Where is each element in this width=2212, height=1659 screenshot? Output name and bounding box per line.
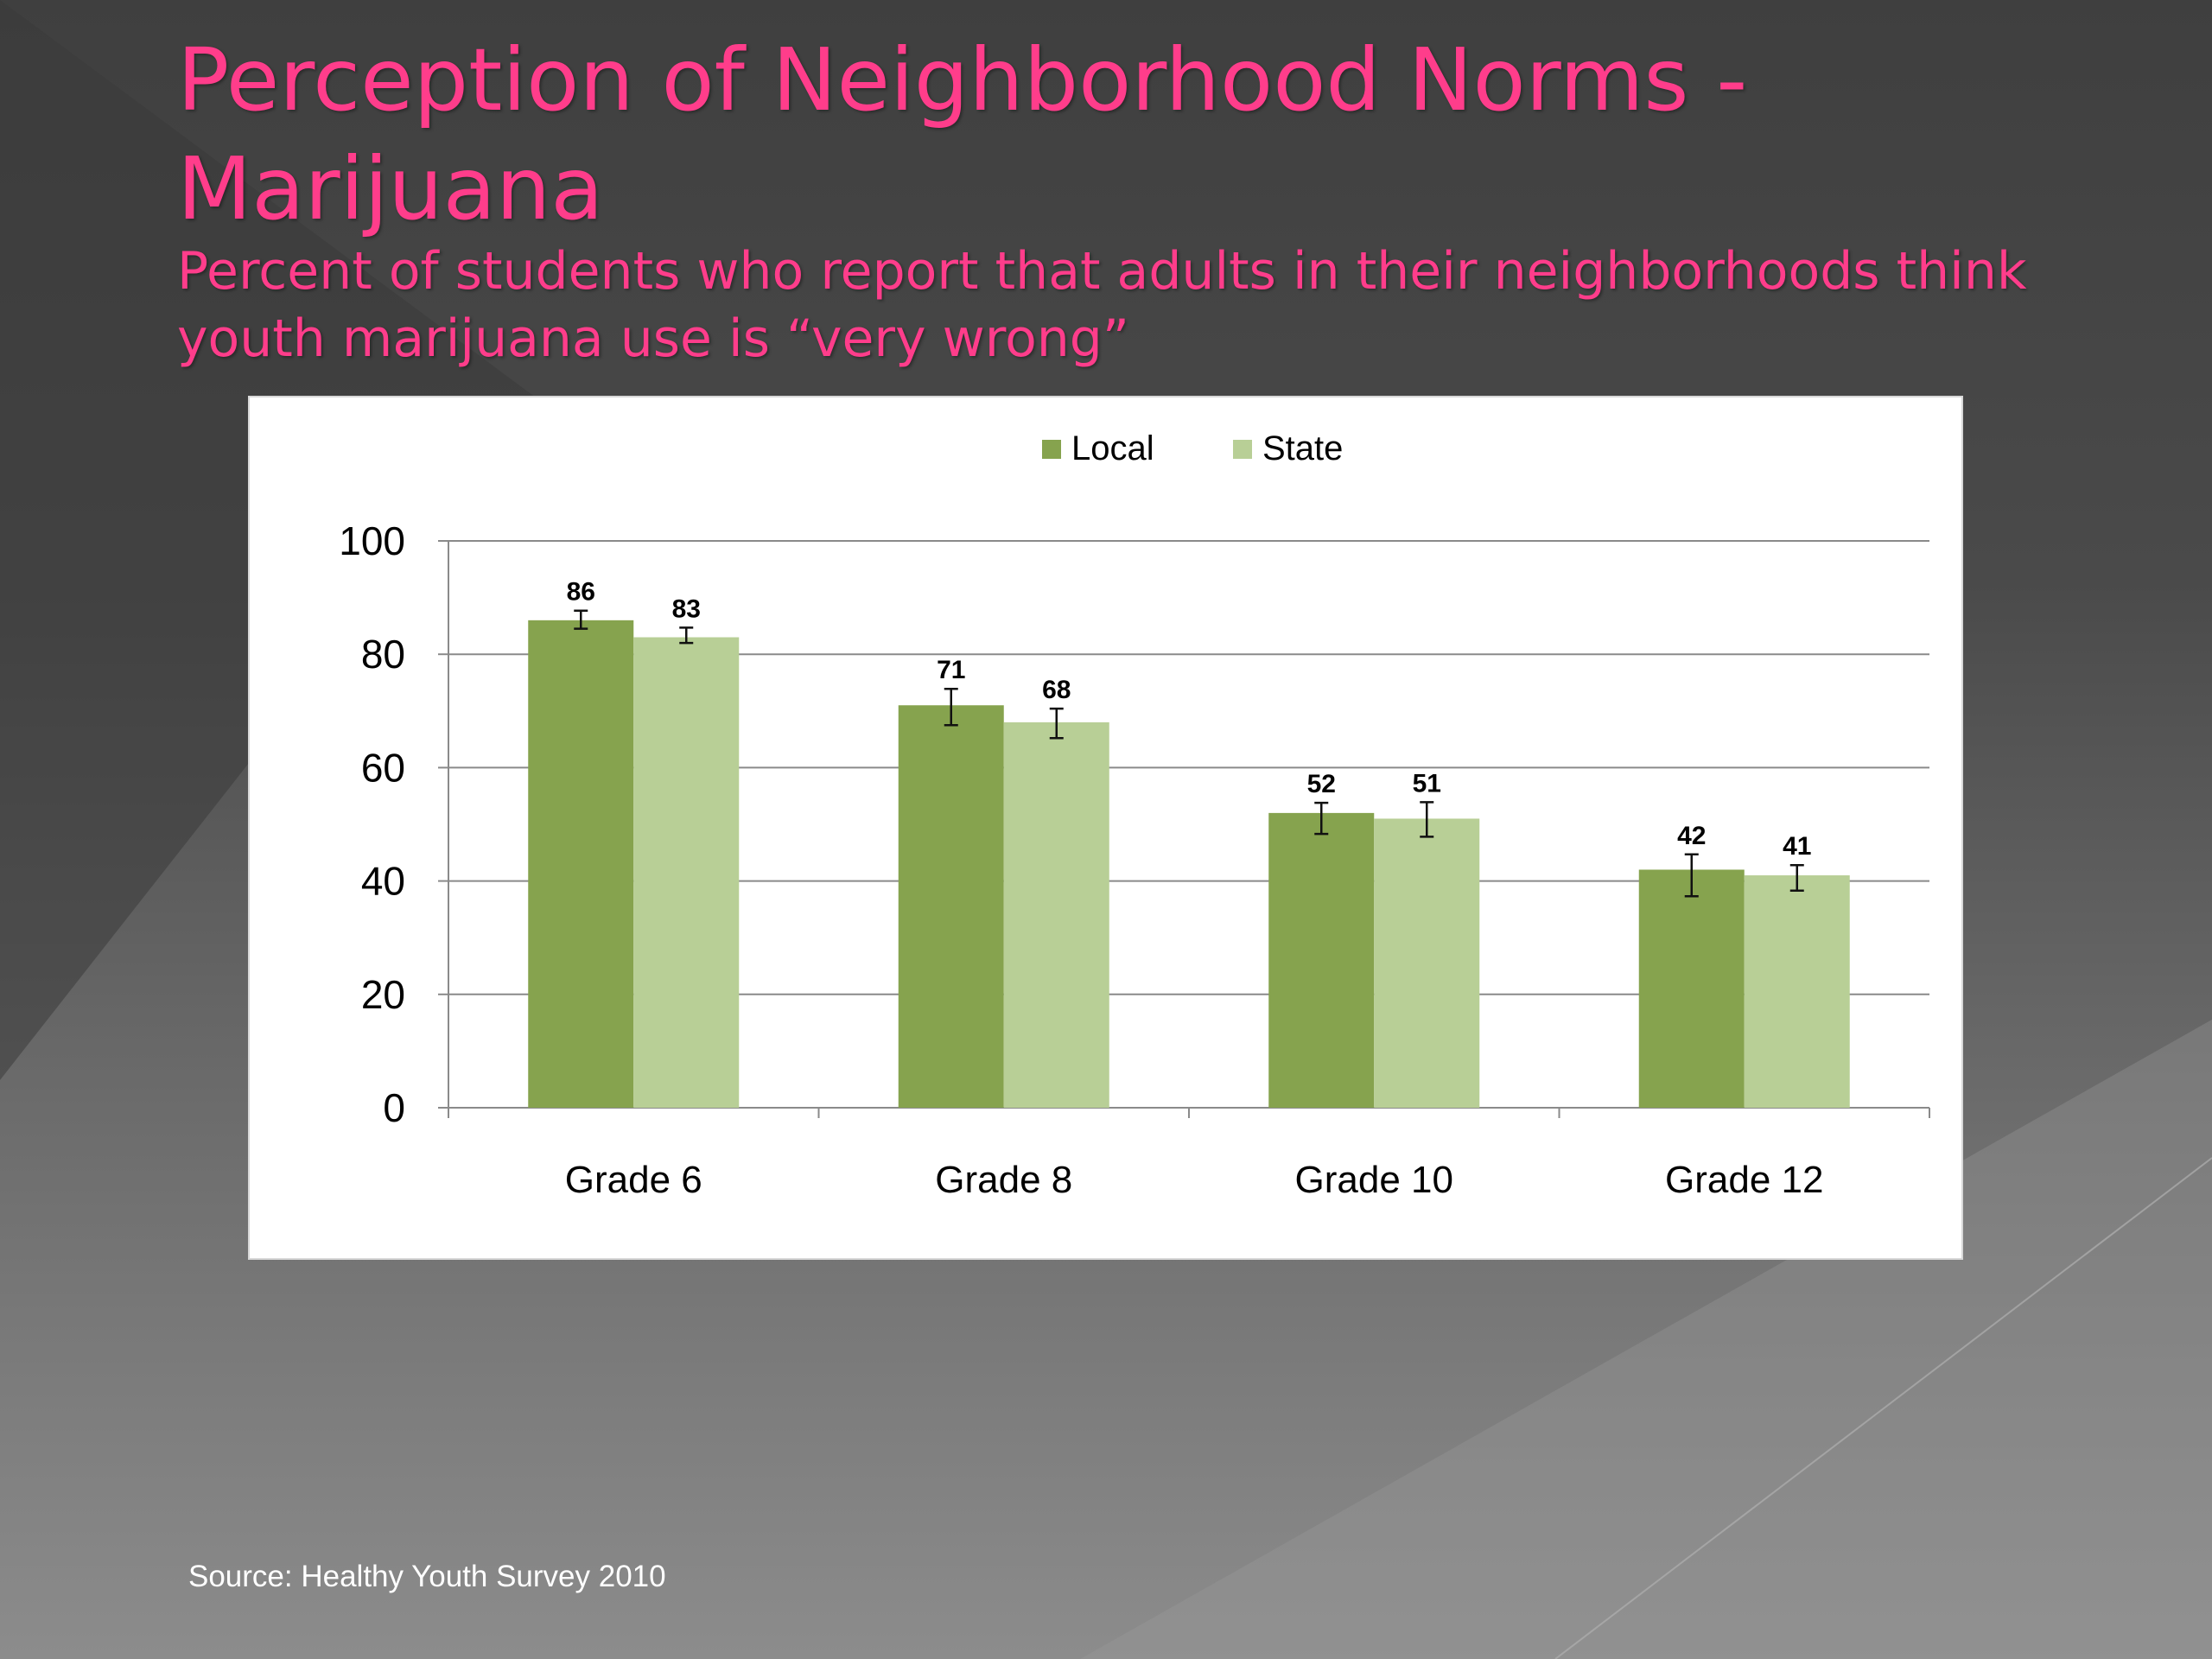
data-label: 83 — [672, 594, 701, 623]
y-tick-label: 100 — [339, 518, 405, 563]
y-tick-label: 80 — [361, 632, 405, 677]
bar-local — [528, 620, 634, 1108]
x-tick-label: Grade 8 — [935, 1159, 1072, 1201]
data-label: 51 — [1413, 769, 1441, 798]
slide-subtitle: Percent of students who report that adul… — [177, 241, 2027, 369]
legend-label-state: State — [1262, 429, 1343, 467]
slide-title: Perception of Neighborhood Norms - Marij… — [177, 29, 1748, 239]
source-note: Source: Healthy Youth Survey 2010 — [188, 1560, 666, 1593]
data-label: 71 — [937, 656, 965, 684]
data-label: 68 — [1042, 676, 1071, 704]
bar-chart: 0 20 40 60 80 100 86 83 Grade 6 71 68 Grade 8 52 51 Gr… — [339, 429, 1930, 1201]
bar-local — [898, 705, 1004, 1108]
bar-local — [1268, 812, 1375, 1108]
background-line — [1554, 1157, 2212, 1659]
x-tick-label: Grade 10 — [1295, 1159, 1453, 1201]
y-tick-label: 0 — [383, 1085, 405, 1130]
bar-state — [1744, 875, 1850, 1108]
bar-state — [1374, 818, 1480, 1108]
legend-swatch-local — [1042, 440, 1061, 459]
x-tick-label: Grade 6 — [565, 1159, 702, 1201]
y-tick-label: 20 — [361, 972, 405, 1017]
bar-state — [1003, 721, 1109, 1108]
data-label: 52 — [1307, 770, 1336, 798]
data-label: 42 — [1677, 822, 1706, 850]
legend-swatch-state — [1233, 440, 1252, 459]
chart-panel: 0 20 40 60 80 100 86 83 Grade 6 71 68 Grade 8 52 51 Gr… — [248, 396, 1963, 1260]
bar-state — [633, 637, 740, 1108]
bar-local — [1638, 869, 1745, 1108]
legend-label-local: Local — [1071, 429, 1154, 467]
data-label: 86 — [567, 578, 595, 607]
data-label: 41 — [1783, 832, 1811, 861]
y-tick-label: 40 — [361, 859, 405, 904]
y-tick-label: 60 — [361, 745, 405, 790]
x-tick-label: Grade 12 — [1665, 1159, 1823, 1201]
